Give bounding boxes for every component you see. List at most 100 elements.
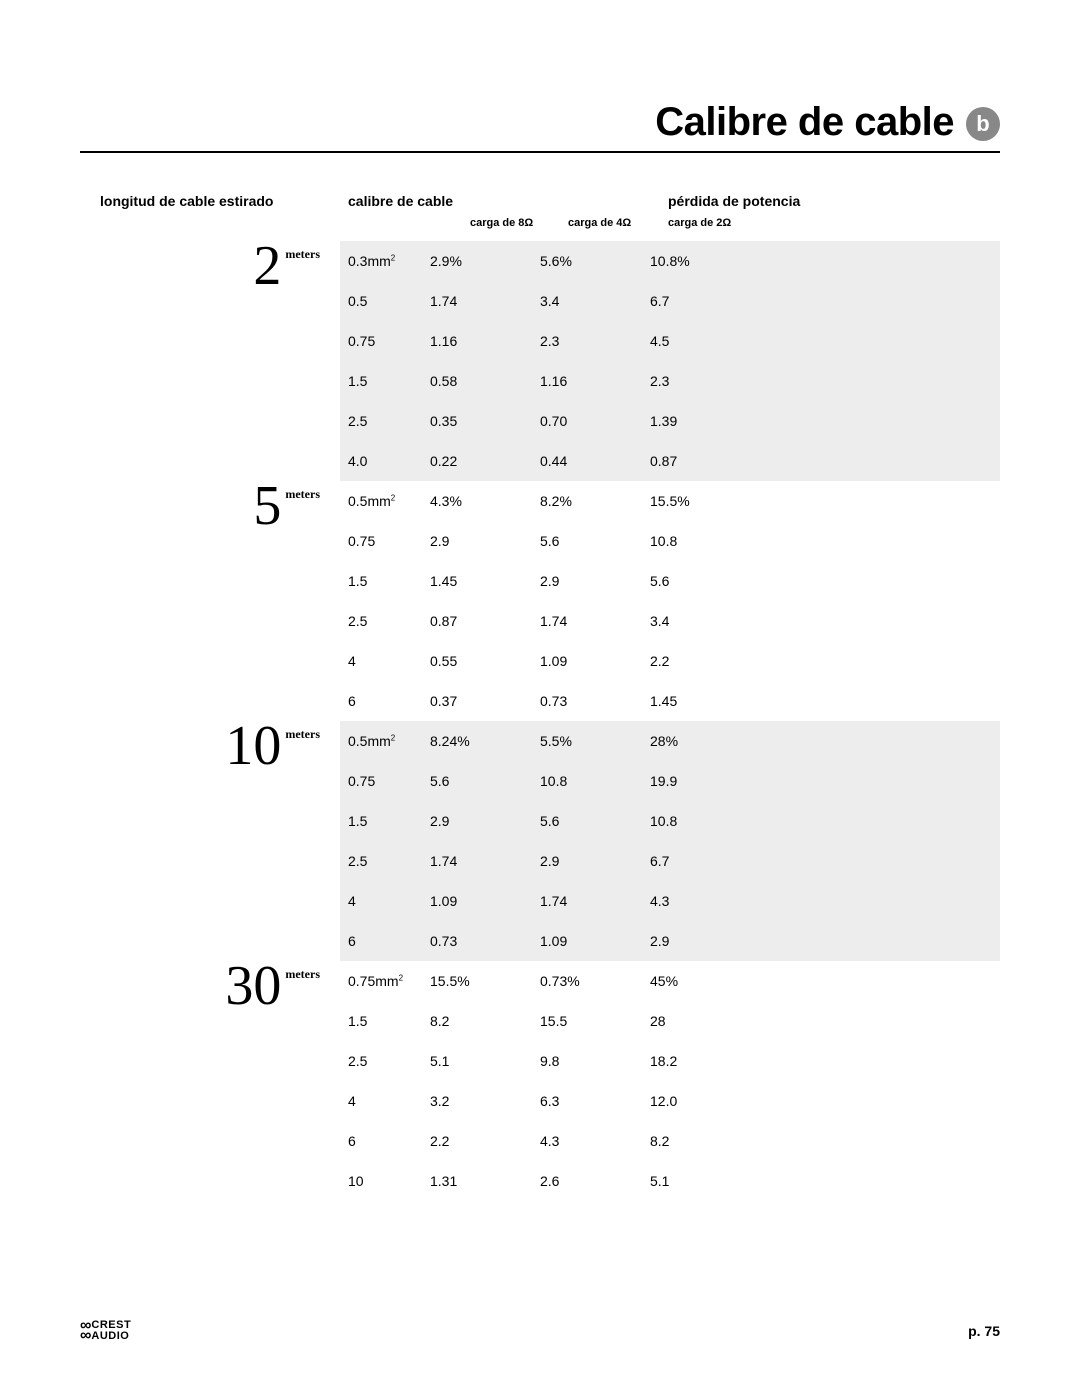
cell-8ohm: 8.2 [430,1013,540,1029]
brand-logo: ∞∞ CREST AUDIO [80,1320,131,1342]
cell-gauge: 4.0 [340,453,430,469]
logo-text: CREST AUDIO [91,1320,131,1342]
data-rows: 0.5mm24.3%8.2%15.5%0.752.95.610.81.51.45… [340,481,1000,721]
cell-gauge: 1.5 [340,813,430,829]
table-row: 1.52.95.610.8 [340,801,1000,841]
length-unit: meters [285,727,320,742]
table-row: 0.752.95.610.8 [340,521,1000,561]
cell-2ohm: 28 [650,1013,760,1029]
length-unit: meters [285,967,320,982]
table-section: 10meters0.5mm28.24%5.5%28%0.755.610.819.… [80,721,1000,961]
table-row: 2.50.350.701.39 [340,401,1000,441]
cell-8ohm: 2.9 [430,533,540,549]
data-rows: 0.3mm22.9%5.6%10.8%0.51.743.46.70.751.16… [340,241,1000,481]
cell-gauge: 4 [340,1093,430,1109]
table-section: 30 meters 0.75mm215.5%0.73%45% 1.58.215.528… [80,961,1000,1201]
cell-8ohm: 0.73 [430,933,540,949]
cell-2ohm: 10.8 [650,813,760,829]
cell-gauge: 0.75 [340,333,430,349]
cell-8ohm: 2.2 [430,1133,540,1149]
cell-2ohm: 10.8% [650,253,760,269]
cell-4ohm: 2.3 [540,333,650,349]
cell-4ohm: 2.6 [540,1173,650,1189]
table-row: 1.58.215.528 [340,1001,1000,1041]
length-label: 5meters [80,481,340,721]
cell-8ohm: 2.9% [430,253,540,269]
cell-4ohm: 5.6 [540,813,650,829]
cell-gauge: 2.5 [340,613,430,629]
cell-8ohm: 1.09 [430,893,540,909]
cell-8ohm: 5.1 [430,1053,540,1069]
table-row: 60.731.092.9 [340,921,1000,961]
cell-2ohm: 5.6 [650,573,760,589]
cell-8ohm: 1.74 [430,853,540,869]
cell-gauge: 4 [340,893,430,909]
cell-8ohm: 3.2 [430,1093,540,1109]
table-row: 0.5mm24.3%8.2%15.5% [340,481,1000,521]
cell-8ohm: 8.24% [430,733,540,749]
cell-4ohm: 0.73% [540,973,650,989]
cell-2ohm: 0.87 [650,453,760,469]
cell-gauge: 0.75 [340,533,430,549]
cell-4ohm: 1.74 [540,893,650,909]
subheader-8ohm: carga de 8Ω [470,217,533,229]
logo-rings-icon: ∞∞ [80,1321,87,1340]
cell-2ohm: 4.5 [650,333,760,349]
cell-gauge: 1.5 [340,573,430,589]
logo-line2: AUDIO [91,1331,131,1342]
cell-2ohm: 15.5% [650,493,760,509]
length-unit: meters [285,247,320,262]
cell-gauge: 1.5 [340,373,430,389]
table-section: 2meters0.3mm22.9%5.6%10.8%0.51.743.46.70… [80,241,1000,481]
cell-gauge: 2.5 [340,413,430,429]
cell-8ohm: 2.9 [430,813,540,829]
subheader-4ohm: carga de 4Ω [568,217,631,229]
table-row: 0.755.610.819.9 [340,761,1000,801]
cell-4ohm: 9.8 [540,1053,650,1069]
length-label: 30 meters [80,961,340,1201]
cell-4ohm: 4.3 [540,1133,650,1149]
cell-2ohm: 5.1 [650,1173,760,1189]
cell-4ohm: 3.4 [540,293,650,309]
cell-8ohm: 0.58 [430,373,540,389]
table-row: 4.00.220.440.87 [340,441,1000,481]
table-row: 0.751.162.34.5 [340,321,1000,361]
cell-2ohm: 4.3 [650,893,760,909]
length-label: 2meters [80,241,340,481]
cell-4ohm: 1.09 [540,653,650,669]
cell-2ohm: 10.8 [650,533,760,549]
cell-8ohm: 0.87 [430,613,540,629]
badge-icon: b [966,107,1000,141]
page-number: p. 75 [968,1323,1000,1339]
cell-2ohm: 1.39 [650,413,760,429]
table-row: 1.50.581.162.3 [340,361,1000,401]
cell-8ohm: 1.31 [430,1173,540,1189]
cell-2ohm: 12.0 [650,1093,760,1109]
cell-8ohm: 0.22 [430,453,540,469]
header-gauge: calibre de cable [348,193,453,209]
table-row: 2.50.871.743.4 [340,601,1000,641]
cell-4ohm: 5.6% [540,253,650,269]
length-unit: meters [285,487,320,502]
length-number: 30 [225,961,281,1011]
cell-8ohm: 15.5% [430,973,540,989]
cell-8ohm: 5.6 [430,773,540,789]
table-row: 0.5mm28.24%5.5%28% [340,721,1000,761]
cell-8ohm: 4.3% [430,493,540,509]
cell-8ohm: 1.16 [430,333,540,349]
cell-gauge: 6 [340,693,430,709]
cell-gauge: 0.75mm2 [340,973,430,989]
cell-gauge: 4 [340,653,430,669]
cell-2ohm: 8.2 [650,1133,760,1149]
footer: ∞∞ CREST AUDIO p. 75 [80,1320,1000,1342]
cell-gauge: 2.5 [340,1053,430,1069]
table-row: 2.51.742.96.7 [340,841,1000,881]
cell-2ohm: 45% [650,973,760,989]
table-row: 40.551.092.2 [340,641,1000,681]
cell-gauge: 6 [340,933,430,949]
cell-2ohm: 6.7 [650,293,760,309]
cell-2ohm: 2.3 [650,373,760,389]
page-title: Calibre de cable [655,100,954,145]
header-loss: pérdida de potencia [668,193,800,209]
cell-4ohm: 1.74 [540,613,650,629]
